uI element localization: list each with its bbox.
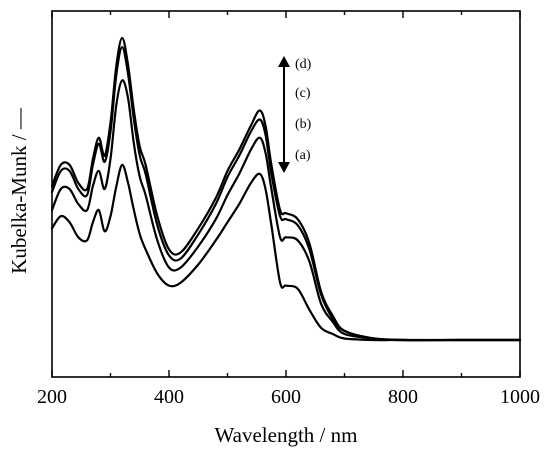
series-labels: (d) (c) (b) (a): [295, 57, 312, 163]
arrow-head-up: [278, 56, 290, 67]
series-label-d: (d): [295, 57, 312, 72]
x-tick-label: 400: [154, 386, 184, 408]
series-line-d: [50, 36, 522, 342]
series-line-a: [50, 163, 522, 342]
series-label-b: (b): [295, 117, 312, 132]
x-axis-title: Wavelength / nm: [215, 423, 358, 447]
trend-arrow: [278, 56, 290, 173]
series-curves: [50, 36, 522, 342]
x-tick-label: 1000: [500, 386, 540, 408]
series-line-b: [50, 79, 522, 342]
arrow-head-down: [278, 162, 290, 173]
y-axis-title: Kubelka-Munk / —: [7, 107, 31, 274]
series-line-c: [50, 46, 522, 342]
series-label-a: (a): [295, 148, 311, 163]
x-tick-label: 800: [388, 386, 418, 408]
x-axis-ticks: 200 400 600 800 1000: [37, 11, 540, 408]
series-label-c: (c): [295, 86, 311, 101]
x-tick-label: 600: [271, 386, 301, 408]
x-tick-label: 200: [37, 386, 67, 408]
